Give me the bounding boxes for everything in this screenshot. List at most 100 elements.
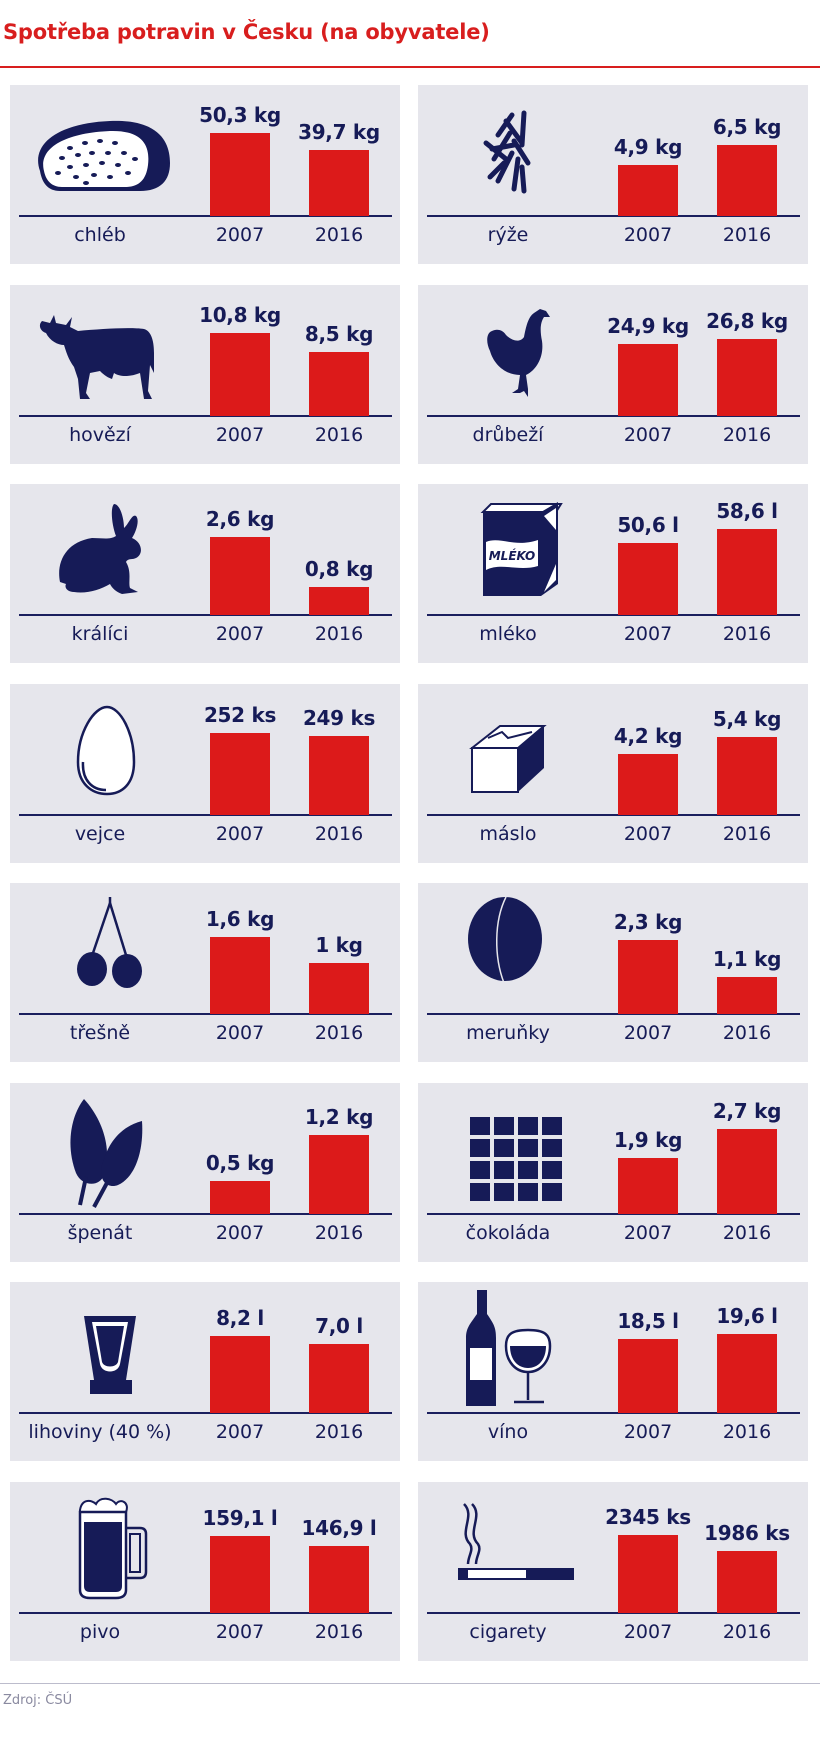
beer-mug-icon <box>20 1490 190 1610</box>
year-label: 2016 <box>314 1621 364 1643</box>
value-label: 50,3 kg <box>199 103 281 127</box>
year-label: 2007 <box>215 1222 265 1244</box>
value-label: 7,0 l <box>315 1314 363 1338</box>
rabbit-icon <box>20 492 190 612</box>
egg-icon <box>20 692 190 812</box>
year-label: 2016 <box>314 1022 364 1044</box>
category-label: hovězí <box>69 424 131 446</box>
value-label: 58,6 l <box>716 499 778 523</box>
year-label: 2007 <box>215 823 265 845</box>
axis-baseline <box>19 215 392 217</box>
bar-2007 <box>618 1339 678 1413</box>
chart-panel: 2345 ks 2007 1986 ks 2016 cigarety <box>418 1482 808 1661</box>
year-label: 2007 <box>215 1621 265 1643</box>
axis-baseline <box>427 614 800 616</box>
axis-baseline <box>427 415 800 417</box>
value-label: 8,2 l <box>216 1306 264 1330</box>
chart-panel: 10,8 kg 2007 8,5 kg 2016 hovězí <box>10 285 400 464</box>
chart-panel: 2,3 kg 2007 1,1 kg 2016 meruňky <box>418 883 808 1062</box>
chart-panel: 252 ks 2007 249 ks 2016 vejce <box>10 684 400 863</box>
bar-2016 <box>717 1129 777 1214</box>
year-label: 2016 <box>722 823 772 845</box>
value-label: 249 ks <box>302 706 376 730</box>
year-label: 2007 <box>623 623 673 645</box>
year-label: 2016 <box>722 1621 772 1643</box>
bar-2007 <box>210 1536 270 1613</box>
year-label: 2016 <box>722 1421 772 1443</box>
year-label: 2016 <box>314 1421 364 1443</box>
axis-baseline <box>19 614 392 616</box>
axis-baseline <box>427 1412 800 1414</box>
year-label: 2007 <box>623 1222 673 1244</box>
value-label: 146,9 l <box>301 1516 377 1540</box>
bread-icon <box>20 93 190 213</box>
bar-2016 <box>309 1344 369 1413</box>
category-label: čokoláda <box>465 1222 551 1244</box>
axis-baseline <box>427 215 800 217</box>
axis-baseline <box>19 1612 392 1614</box>
cow-icon <box>20 293 190 413</box>
apricot-icon <box>428 891 598 1011</box>
value-label: 50,6 l <box>617 513 679 537</box>
category-label: mléko <box>479 623 537 645</box>
value-label: 4,9 kg <box>613 135 683 159</box>
value-label: 1986 ks <box>704 1521 790 1545</box>
bar-2007 <box>618 754 678 815</box>
value-label: 1,6 kg <box>205 907 275 931</box>
bar-2007 <box>618 543 678 615</box>
category-label: víno <box>487 1421 529 1443</box>
year-label: 2016 <box>314 823 364 845</box>
category-label: cigarety <box>469 1621 547 1643</box>
chart-panel: 1,6 kg 2007 1 kg 2016 třešně <box>10 883 400 1062</box>
axis-baseline <box>427 1013 800 1015</box>
year-label: 2016 <box>722 424 772 446</box>
bar-2016 <box>309 150 369 216</box>
year-label: 2016 <box>314 623 364 645</box>
category-label: třešně <box>69 1022 131 1044</box>
cherries-icon <box>20 891 190 1011</box>
axis-baseline <box>19 1412 392 1414</box>
bar-2007 <box>618 165 678 216</box>
category-label: králíci <box>71 623 129 645</box>
chart-title: Spotřeba potravin v Česku (na obyvatele) <box>3 20 490 44</box>
chicken-icon <box>428 293 598 413</box>
value-label: 1,2 kg <box>304 1105 374 1129</box>
chart-panel: 2,6 kg 2007 0,8 kg 2016 králíci <box>10 484 400 663</box>
value-label: 252 ks <box>203 703 277 727</box>
chart-panel: 50,3 kg 2007 39,7 kg 2016 chléb <box>10 85 400 264</box>
value-label: 26,8 kg <box>706 309 788 333</box>
year-label: 2016 <box>722 1222 772 1244</box>
value-label: 39,7 kg <box>298 120 380 144</box>
bar-2007 <box>618 1535 678 1613</box>
category-label: vejce <box>74 823 126 845</box>
bar-2007 <box>618 940 678 1014</box>
value-label: 6,5 kg <box>712 115 782 139</box>
year-label: 2007 <box>215 1022 265 1044</box>
value-label: 2,3 kg <box>613 910 683 934</box>
bar-2007 <box>210 133 270 216</box>
year-label: 2016 <box>722 623 772 645</box>
shot-glass-icon <box>20 1290 190 1410</box>
chart-panel: 4,2 kg 2007 5,4 kg 2016 máslo <box>418 684 808 863</box>
category-label: lihoviny (40 %) <box>28 1421 172 1443</box>
bar-2016 <box>309 1135 369 1214</box>
bar-2016 <box>309 736 369 815</box>
value-label: 0,5 kg <box>205 1151 275 1175</box>
chocolate-bar-icon <box>428 1091 598 1211</box>
bar-2007 <box>210 1181 270 1214</box>
axis-baseline <box>19 814 392 816</box>
chart-panel: 24,9 kg 2007 26,8 kg 2016 drůbeží <box>418 285 808 464</box>
value-label: 4,2 kg <box>613 724 683 748</box>
category-label: špenát <box>67 1222 133 1244</box>
axis-baseline <box>19 415 392 417</box>
value-label: 2,7 kg <box>712 1099 782 1123</box>
bar-2016 <box>309 352 369 416</box>
year-label: 2007 <box>623 224 673 246</box>
year-label: 2016 <box>314 1222 364 1244</box>
bar-2016 <box>309 587 369 615</box>
axis-baseline <box>19 1213 392 1215</box>
year-label: 2007 <box>623 1022 673 1044</box>
bar-2016 <box>717 529 777 615</box>
bar-2016 <box>309 963 369 1014</box>
value-label: 19,6 l <box>716 1304 778 1328</box>
